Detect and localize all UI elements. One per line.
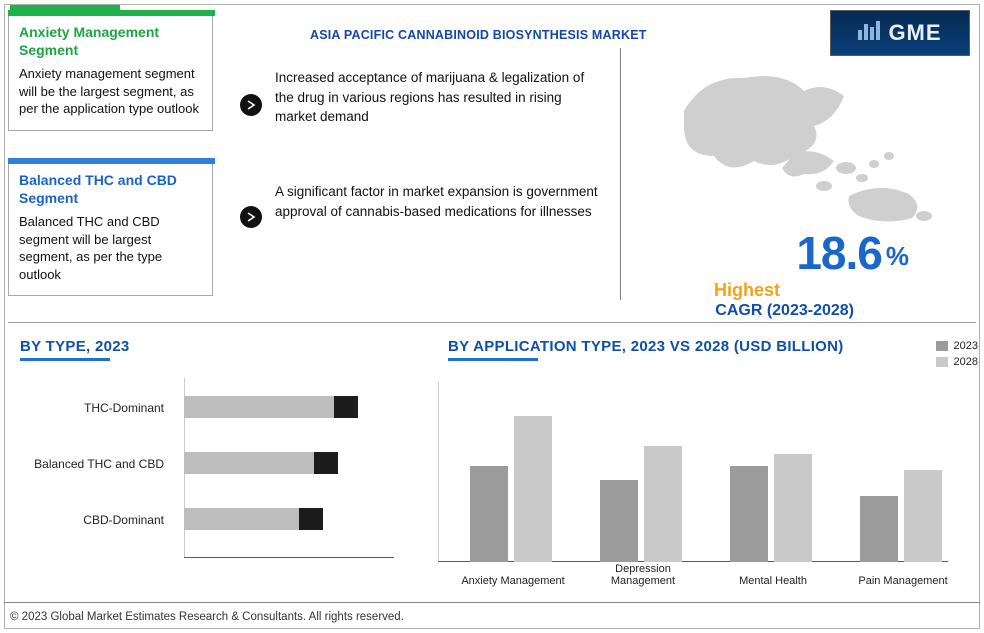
- bar-2023: [470, 466, 508, 562]
- legend-swatch: [936, 341, 948, 351]
- chevron-right-icon: [240, 94, 262, 116]
- brand-logo: GME: [830, 10, 970, 56]
- callout-anxiety-title: Anxiety Management Segment: [19, 24, 202, 59]
- cagr-number: 18.6: [796, 227, 882, 279]
- footer-divider: [4, 602, 980, 603]
- hbar-cap: [299, 508, 323, 530]
- bar-2023: [860, 496, 898, 562]
- by-application-underline: [448, 358, 538, 361]
- hbar-row: THC-Dominant: [14, 396, 174, 422]
- callout-anxiety: Anxiety Management Segment Anxiety manag…: [8, 15, 213, 131]
- factoid-2: A significant factor in market expansion…: [275, 182, 605, 221]
- callout-balanced-body: Balanced THC and CBD segment will be lar…: [19, 213, 202, 283]
- callout-balanced: Balanced THC and CBD Segment Balanced TH…: [8, 163, 213, 296]
- bar-2028: [514, 416, 552, 562]
- hbar-label: Balanced THC and CBD: [14, 458, 174, 472]
- bar-2028: [774, 454, 812, 562]
- by-type-chart: THC-Dominant Balanced THC and CBD CBD-Do…: [14, 378, 414, 578]
- by-application-title: BY APPLICATION TYPE, 2023 VS 2028 (USD B…: [448, 338, 844, 355]
- callout-anxiety-body: Anxiety management segment will be the l…: [19, 65, 202, 118]
- callout-balanced-title: Balanced THC and CBD Segment: [19, 172, 202, 207]
- hbar-label: CBD-Dominant: [14, 514, 174, 528]
- legend-item: 2023: [936, 340, 978, 352]
- bar-group-label: Mental Health: [713, 575, 833, 588]
- by-application-y-axis: [438, 382, 439, 562]
- cagr-value: 18.6%: [796, 226, 904, 280]
- legend: 2023 2028: [936, 340, 978, 372]
- hbar-cap: [334, 396, 358, 418]
- hbar-bar: [184, 396, 334, 418]
- chevron-right-icon: [240, 206, 262, 228]
- hbar-cap: [314, 452, 338, 474]
- asia-pacific-map-icon: [674, 66, 944, 226]
- bar-2023: [600, 480, 638, 562]
- brand-logo-text: GME: [888, 20, 941, 46]
- callout-balanced-band: [8, 158, 215, 164]
- copyright-text: © 2023 Global Market Estimates Research …: [10, 611, 404, 623]
- by-application-chart: Anxiety Management Depression Management…: [428, 372, 968, 592]
- hbar-label: THC-Dominant: [14, 402, 174, 416]
- vertical-divider: [620, 48, 621, 300]
- by-type-underline: [20, 358, 110, 361]
- bar-2028: [904, 470, 942, 562]
- section-divider: [8, 322, 976, 323]
- callout-anxiety-band: [8, 10, 215, 16]
- legend-label: 2023: [954, 340, 978, 352]
- cagr-percent: %: [886, 241, 908, 271]
- factoid-1: Increased acceptance of marijuana & lega…: [275, 68, 605, 127]
- hbar-bar: [184, 508, 299, 530]
- chart-bars-icon: [858, 20, 882, 46]
- by-type-title: BY TYPE, 2023: [20, 338, 130, 355]
- bar-2028: [644, 446, 682, 562]
- legend-swatch: [936, 357, 948, 367]
- legend-item: 2028: [936, 356, 978, 368]
- cagr-highest-label: Highest: [714, 280, 780, 301]
- legend-label: 2028: [954, 356, 978, 368]
- by-type-x-axis: [184, 557, 394, 558]
- hbar-row: Balanced THC and CBD: [14, 452, 174, 478]
- page-title: ASIA PACIFIC CANNABINOID BIOSYNTHESIS MA…: [310, 28, 647, 42]
- cagr-period-label: CAGR (2023-2028): [715, 302, 854, 320]
- bar-2023: [730, 466, 768, 562]
- bar-group-label: Pain Management: [843, 575, 963, 588]
- bar-group-label: Depression Management: [583, 563, 703, 588]
- hbar-bar: [184, 452, 314, 474]
- bar-group-label: Anxiety Management: [453, 575, 573, 588]
- hbar-row: CBD-Dominant: [14, 508, 174, 534]
